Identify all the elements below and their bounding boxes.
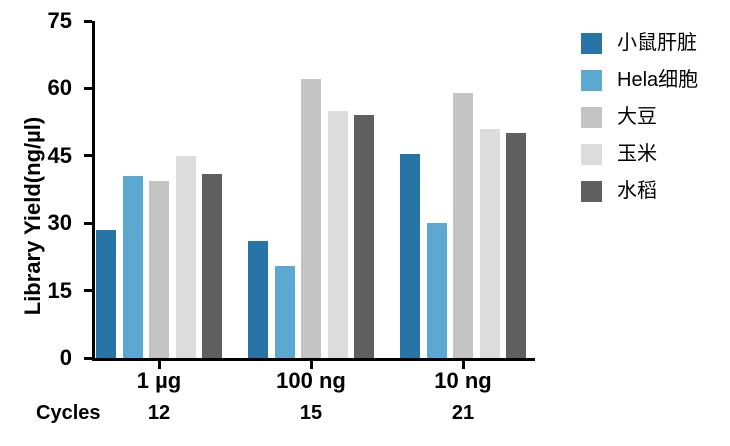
bar-Hela细胞-10 ng [426, 223, 447, 358]
x-category-label: 10 ng [434, 368, 492, 393]
bar-小鼠肝脏-100 ng [248, 241, 268, 358]
legend-swatch-icon [581, 70, 602, 91]
bar-小鼠肝脏-1 µg [96, 229, 116, 358]
y-tick-label: 0 [59, 345, 72, 370]
y-tick [84, 221, 92, 225]
y-tick [84, 19, 92, 23]
bar-小鼠肝脏-10 ng [400, 153, 420, 358]
bar-水稻-100 ng [354, 115, 374, 358]
legend-item: 小鼠肝脏 [581, 33, 698, 54]
cycles-value: 21 [451, 402, 475, 424]
bar-Hela细胞-1 µg [122, 176, 143, 358]
bar-水稻-1 µg [202, 173, 222, 358]
y-tick-label: 15 [47, 277, 72, 303]
cycles-value: 15 [299, 402, 323, 424]
y-tick [84, 289, 92, 293]
bar-Hela细胞-100 ng [274, 265, 295, 358]
y-tick-label: 30 [47, 210, 72, 236]
legend-item: 水稻 [581, 181, 698, 202]
bar-大豆-10 ng [453, 92, 473, 358]
legend: 小鼠肝脏 Hela细胞 大豆玉米水稻 [581, 33, 698, 202]
y-tick [84, 86, 92, 90]
y-tick-label: 60 [47, 75, 72, 101]
x-category-label: 1 µg [136, 368, 182, 393]
legend-item: 玉米 [581, 144, 698, 165]
bar-大豆-1 µg [149, 180, 169, 358]
bar-玉米-10 ng [479, 128, 500, 358]
cycles-value: 12 [147, 402, 171, 424]
legend-swatch-icon [581, 181, 602, 202]
legend-label: 大豆 [617, 106, 657, 128]
legend-label: 水稻 [617, 180, 657, 202]
legend-swatch-icon [581, 107, 602, 128]
legend-swatch-icon [581, 144, 602, 165]
y-tick [84, 154, 92, 158]
y-tick-label: 45 [47, 142, 72, 168]
x-category-label: 100 ng [276, 368, 346, 393]
x-tick [461, 361, 465, 369]
plot-axes [92, 21, 535, 361]
legend-label: 玉米 [617, 143, 657, 165]
bar-玉米-100 ng [327, 110, 348, 358]
legend-item: Hela细胞 [581, 70, 698, 91]
legend-label: Hela细胞 [617, 69, 699, 91]
bar-水稻-10 ng [506, 133, 526, 358]
x-tick [309, 361, 313, 369]
legend-swatch-icon [581, 33, 602, 54]
legend-label: 小鼠肝脏 [617, 32, 697, 54]
legend-item: 大豆 [581, 107, 698, 128]
cycles-row-label: Cycles [36, 402, 101, 424]
bar-大豆-100 ng [301, 79, 321, 358]
y-tick-label: 75 [47, 8, 72, 33]
x-tick [157, 361, 161, 369]
bar-玉米-1 µg [175, 155, 196, 358]
y-tick [84, 356, 92, 360]
